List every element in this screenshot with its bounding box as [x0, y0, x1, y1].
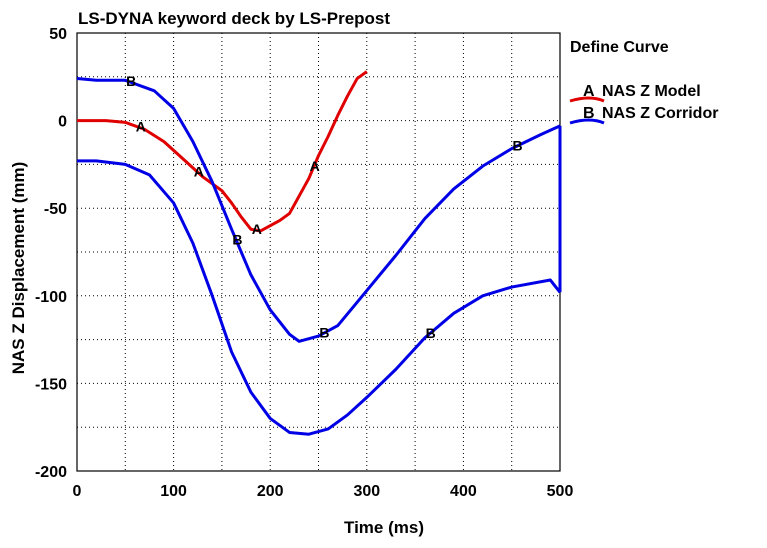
y-tick-label: -100: [35, 289, 67, 306]
legend-entry: B NAS Z Corridor: [569, 105, 718, 125]
legend-label: NAS Z Model: [602, 83, 701, 100]
x-tick-label: 500: [547, 483, 574, 500]
x-axis-label: Time (ms): [344, 518, 424, 537]
series-a: A A A A: [77, 70, 368, 237]
x-tick-label: 0: [73, 483, 82, 500]
y-axis-label: NAS Z Displacement (mm): [9, 162, 28, 375]
series-marker-label: A: [136, 119, 146, 135]
chart-title: LS-DYNA keyword deck by LS-Prepost: [78, 9, 390, 28]
series-marker-label: A: [310, 158, 320, 174]
series-marker-label: B: [319, 324, 329, 340]
x-tick-label: 300: [353, 483, 380, 500]
series-marker-label: B: [126, 73, 136, 89]
legend-label: NAS Z Corridor: [602, 105, 718, 122]
y-tick-label: -200: [35, 464, 67, 481]
series-b: B: [77, 159, 562, 436]
legend-marker: A: [583, 83, 595, 100]
legend-swatch: [569, 96, 605, 103]
y-tick-label: 0: [58, 114, 67, 131]
legend-swatch: [569, 118, 605, 125]
series-marker-label: A: [194, 163, 204, 179]
y-tick-label: -150: [35, 376, 67, 393]
grid: [77, 33, 560, 471]
legend-marker: B: [583, 105, 595, 122]
series-marker-label: B: [426, 325, 436, 341]
legend: Define Curve A NAS Z Model B NAS Z Corridor: [569, 39, 718, 125]
y-tick-label: 50: [49, 26, 67, 43]
x-tick-label: 400: [450, 483, 477, 500]
legend-title: Define Curve: [570, 39, 669, 56]
x-tick-labels: 0 100 200 300 400 500: [73, 483, 574, 500]
y-tick-label: -50: [44, 201, 67, 218]
y-tick-labels: -200 -150 -100 -50 0 50: [35, 26, 67, 481]
series-line: [77, 70, 368, 233]
series-b: B B B B: [76, 73, 561, 343]
x-tick-label: 200: [257, 483, 284, 500]
series-marker-label: B: [232, 232, 242, 248]
x-tick-label: 100: [160, 483, 187, 500]
series-marker-label: B: [513, 137, 523, 153]
legend-entry: A NAS Z Model: [569, 83, 701, 103]
series-line: [77, 159, 562, 436]
series-marker-label: A: [252, 221, 262, 237]
series-line: [76, 77, 561, 343]
